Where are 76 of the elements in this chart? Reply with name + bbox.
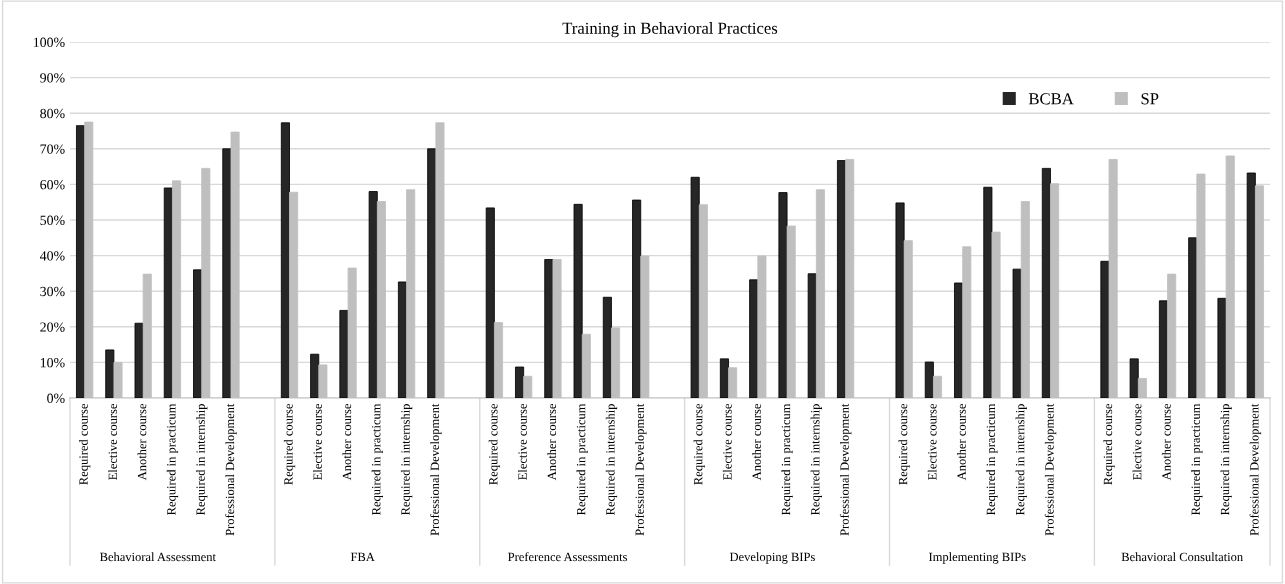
x-tick-label: Another course: [752, 403, 761, 481]
bar: [778, 192, 788, 398]
bar: [573, 203, 583, 398]
x-tick-label: Required in internship: [605, 404, 618, 515]
y-tick-label: 80%: [40, 108, 65, 119]
x-tick-label: Required course: [1103, 403, 1115, 485]
x-tick-label: Required in internship: [1220, 404, 1232, 515]
x-tick-label: Elective course: [927, 403, 937, 480]
chart-title: Training in Behavioral Practices: [562, 22, 778, 38]
y-tick-label: 70%: [40, 144, 65, 154]
y-tick-label: 100%: [33, 37, 65, 47]
y-tick-label: 10%: [40, 357, 65, 368]
bar: [368, 191, 378, 398]
bar: [1129, 358, 1139, 398]
x-tick-label: Required course: [488, 403, 501, 485]
bar: [632, 199, 642, 398]
bar: [1246, 172, 1256, 398]
text: Developing BIPs: [729, 552, 815, 564]
bar: [105, 349, 115, 398]
x-tick-label: Required in internship: [400, 404, 413, 515]
x-tick-label: Professional Development: [1044, 403, 1057, 536]
bar: [485, 207, 495, 398]
x-tick-label: Another course: [547, 403, 557, 481]
x-tick-label: Another course: [1161, 403, 1171, 481]
bar: [134, 322, 144, 398]
bar: [310, 353, 320, 398]
y-tick-label: 0%: [47, 393, 65, 403]
x-tick-label: Required in practicum: [576, 403, 588, 515]
text: Behavioral Assessment: [100, 552, 216, 562]
y-tick-label: 90%: [40, 73, 65, 83]
x-tick-label: Required in practicum: [371, 403, 383, 515]
x-tick-label: Required in internship: [810, 404, 823, 515]
x-tick-label: Another course: [137, 403, 147, 481]
x-tick-label: Another course: [342, 403, 352, 481]
bar: [895, 202, 905, 398]
x-tick-label: Professional Development: [430, 403, 442, 536]
x-tick-label: Professional Development: [839, 403, 852, 536]
text: Behavioral Consultation: [1121, 552, 1243, 562]
y-tick-label: 60%: [40, 179, 65, 190]
x-tick-label: Required in internship: [1015, 404, 1027, 515]
x-tick-label: Required course: [283, 403, 296, 485]
x-tick-label: Elective course: [722, 403, 732, 480]
bar: [280, 122, 290, 398]
x-tick-label: Required in practicum: [986, 403, 998, 515]
bar: [602, 296, 612, 398]
x-tick-label: Required in internship: [196, 404, 208, 515]
legend-label: SP: [1141, 93, 1159, 105]
x-tick-label: Elective course: [517, 403, 527, 480]
x-tick-label: Professional Development: [635, 403, 647, 536]
y-tick-label: 20%: [40, 322, 65, 332]
x-tick-label: Required course: [78, 403, 91, 485]
y-tick-label: 30%: [40, 286, 65, 297]
bar: [1012, 268, 1022, 398]
x-tick-label: Another course: [957, 403, 966, 481]
text: Preference Assessments: [508, 552, 627, 562]
legend-label: BCBA: [1028, 93, 1074, 105]
x-tick-label: Required in practicum: [166, 403, 179, 515]
x-tick-label: Elective course: [313, 403, 322, 480]
bar: [719, 358, 729, 398]
x-tick-label: Professional Development: [1249, 403, 1262, 536]
x-tick-label: Required course: [693, 403, 705, 485]
bar: [515, 366, 525, 398]
x-tick-label: Required course: [898, 403, 910, 485]
text: FBA: [350, 552, 375, 562]
y-tick-label: 40%: [39, 251, 65, 261]
bar: [924, 361, 934, 398]
bar: [690, 176, 700, 398]
text: Implementing BIPs: [928, 552, 1026, 564]
x-tick-label: Elective course: [108, 403, 118, 480]
y-tick-label: 50%: [40, 215, 65, 225]
x-tick-label: Professional Development: [225, 403, 237, 536]
x-tick-label: Elective course: [1132, 403, 1142, 480]
bar: [983, 186, 993, 398]
bar: [807, 273, 817, 398]
x-tick-label: Required in practicum: [1191, 403, 1203, 515]
x-tick-label: Required in practicum: [781, 403, 793, 515]
